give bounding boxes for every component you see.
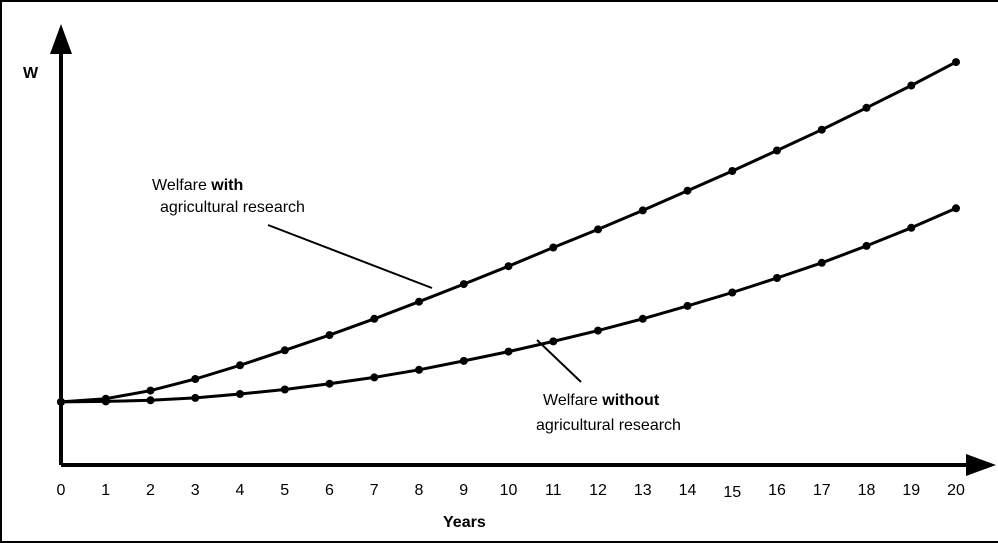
series-0-point: [594, 225, 602, 234]
series-0-point: [952, 58, 960, 67]
annotation-without-line2: agricultural research: [536, 417, 681, 434]
series-1-point: [504, 347, 513, 356]
series-1-point: [146, 396, 155, 405]
x-tick-label: 16: [768, 482, 786, 499]
x-tick-label: 9: [459, 482, 468, 499]
x-tick-label: 5: [280, 482, 289, 499]
annotation-with-line2: agricultural research: [160, 199, 305, 216]
series-0-point: [146, 386, 155, 395]
x-tick-label: 20: [947, 482, 965, 499]
x-tick-label: 11: [545, 482, 562, 499]
series-line-1: [60, 206, 957, 404]
series-0-point: [549, 243, 558, 252]
series-0-point: [325, 331, 334, 340]
series-layer: [57, 58, 960, 406]
annotation-with-leader: [267, 224, 433, 289]
x-tick-label: 1: [101, 482, 110, 499]
series-0-point: [817, 125, 826, 134]
series-0-point: [459, 280, 468, 289]
series-1-point: [728, 288, 737, 297]
series-0-point: [773, 146, 781, 155]
x-axis-label: Years: [443, 514, 486, 531]
x-tick-label: 19: [902, 482, 920, 499]
x-tick-label: 7: [370, 482, 379, 499]
annotation-with-bold: with: [210, 177, 243, 194]
x-tick-labels: 0 1 2 3 4 5 6 7 8 9 10 11 12 13 14 15 16 17 18 19 20: [57, 482, 965, 501]
annotation-with-prefix: Welfare: [152, 177, 211, 194]
x-tick-label: 3: [191, 482, 200, 499]
series-1-point: [370, 373, 379, 382]
x-tick-label: 17: [813, 482, 831, 499]
series-1-point: [817, 258, 826, 267]
series-1-point: [57, 397, 65, 406]
series-0-point: [370, 314, 379, 323]
series-1-point: [236, 390, 244, 398]
series-1-point: [907, 223, 916, 232]
series-1-point: [952, 204, 960, 213]
series-0-point: [638, 206, 647, 215]
x-axis-arrow: [966, 454, 996, 476]
series-1-point: [594, 326, 602, 335]
series-0-point: [504, 262, 513, 271]
series-1-point: [280, 385, 289, 394]
x-tick-label: 12: [589, 482, 607, 499]
series-1-point: [862, 241, 871, 250]
series-1-point: [549, 337, 558, 346]
annotation-with-line1: Welfare with: [152, 177, 243, 194]
series-0-point: [415, 297, 423, 306]
x-tick-label: 15: [723, 484, 741, 501]
x-tick-label: 13: [634, 482, 652, 499]
series-0-point: [728, 167, 737, 175]
series-1-point: [683, 301, 692, 310]
series-1-point: [101, 397, 110, 406]
annotation-without-bold: without: [601, 392, 660, 409]
annotation-without-prefix: Welfare: [543, 392, 602, 409]
x-tick-label: 0: [57, 482, 66, 499]
series-0-point: [907, 81, 916, 90]
x-tick-label: 14: [679, 482, 697, 499]
x-tick-label: 2: [146, 482, 155, 499]
annotation-without-line1: Welfare without: [543, 392, 660, 409]
x-tick-label: 8: [415, 482, 424, 499]
x-tick-label: 6: [325, 482, 334, 499]
series-0-point: [191, 375, 200, 383]
series-1-point: [459, 356, 468, 365]
series-1-point: [415, 365, 423, 374]
series-0-point: [862, 103, 871, 112]
series-0-point: [683, 186, 692, 195]
series-1-point: [191, 393, 200, 402]
series-0-point: [236, 361, 244, 370]
x-tick-label: 18: [858, 482, 876, 499]
series-1-point: [638, 314, 647, 323]
x-tick-label: 4: [236, 482, 245, 499]
y-axis-label: W: [23, 65, 39, 82]
series-1-point: [773, 274, 781, 282]
y-axis-arrow: [50, 24, 72, 54]
series-1-point: [325, 379, 334, 388]
annotation-without-leader: [536, 339, 582, 383]
series-0-point: [280, 346, 289, 355]
x-tick-label: 10: [500, 482, 518, 499]
